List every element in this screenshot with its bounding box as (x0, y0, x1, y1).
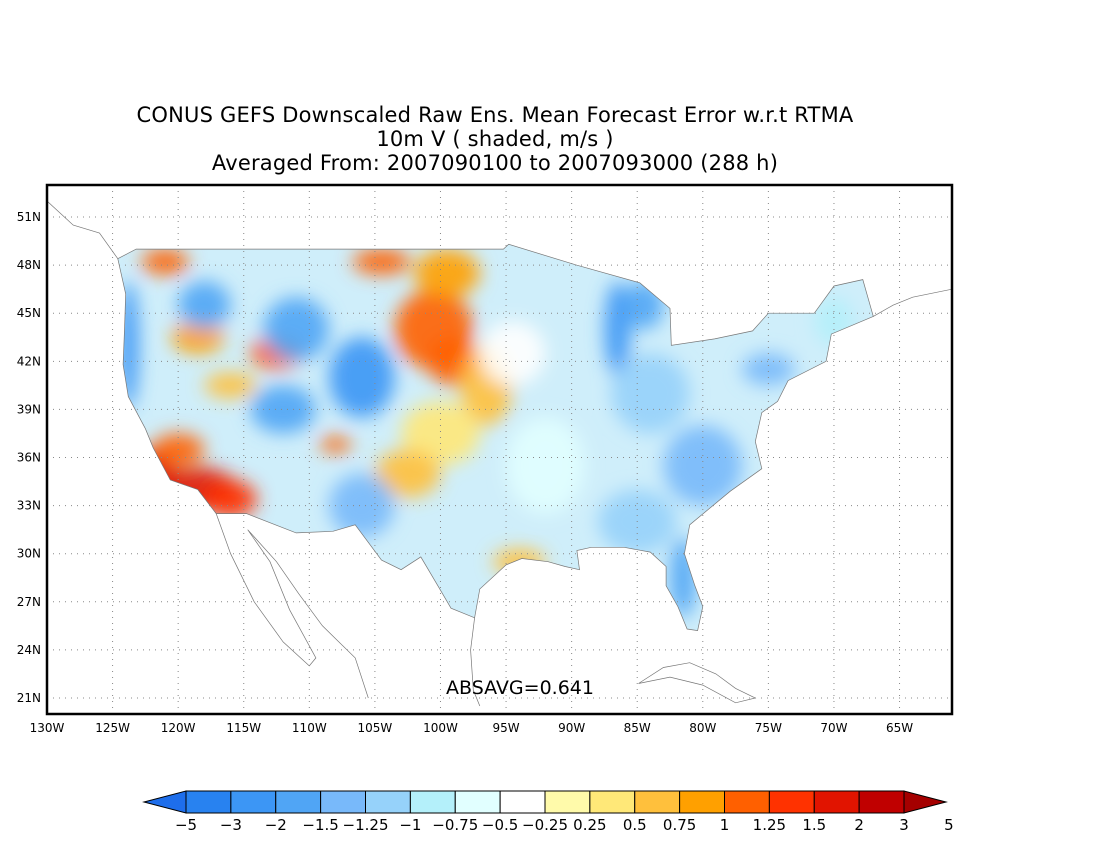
absavg-label: ABSAVG=0.641 (446, 677, 594, 699)
colorbar-swatch (768, 790, 815, 814)
lat-label: 24N (17, 643, 41, 657)
colorbar-tick-label: 2 (854, 816, 864, 834)
field-region (328, 473, 395, 538)
colorbar-tick-label: −1 (399, 816, 421, 834)
colorbar-tick-label: 3 (899, 816, 909, 834)
colorbar-swatch (589, 790, 636, 814)
colorbar-swatch (409, 790, 456, 814)
field-region (479, 321, 546, 386)
lon-label: 70W (820, 721, 847, 735)
colorbar-tick-label: 0.5 (623, 816, 647, 834)
colorbar-lower-arrow (142, 790, 187, 814)
colorbar-tick-label: −0.75 (432, 816, 478, 834)
field-region (742, 353, 795, 386)
field-region (663, 425, 743, 506)
lon-label: 90W (558, 721, 585, 735)
colorbar-upper-arrow (903, 790, 948, 814)
colorbar-swatch (544, 790, 591, 814)
averaging-period-subtitle: Averaged From: 2007090100 to 2007093000 … (211, 151, 779, 175)
colorbar-tick-label: 5 (944, 816, 954, 834)
lon-label: 120W (161, 721, 196, 735)
colorbar-swatch (230, 790, 277, 814)
lon-label: 115W (226, 721, 261, 735)
map-title: CONUS GEFS Downscaled Raw Ens. Mean Fore… (136, 103, 854, 127)
field-region (506, 417, 585, 514)
lat-label: 21N (17, 691, 41, 705)
colorbar-tick-label: 1.5 (802, 816, 826, 834)
field-region (141, 249, 189, 275)
lat-label: 39N (17, 402, 41, 416)
field-region (204, 479, 257, 519)
lon-label: 130W (30, 721, 65, 735)
colorbar-swatch (679, 790, 725, 814)
lon-label: 95W (492, 721, 519, 735)
conus-coastline (117, 243, 874, 631)
colorbar-tick-label: −1.5 (302, 816, 338, 834)
coastlines (47, 200, 952, 707)
colorbar-swatch (499, 790, 546, 814)
lat-label: 45N (17, 306, 41, 320)
field-region (374, 449, 441, 498)
colorbar-swatch (858, 790, 905, 814)
colorbar-swatch (813, 790, 860, 814)
colorbar-tick-label: −0.5 (482, 816, 518, 834)
colorbar-tick-label: 1 (720, 816, 730, 834)
colorbar-tick-label: −5 (175, 816, 197, 834)
lon-label: 75W (755, 721, 782, 735)
colorbar-tick-label: −1.25 (343, 816, 389, 834)
colorbar-swatch (185, 790, 232, 814)
field-region (328, 337, 395, 418)
lon-label: 105W (358, 721, 393, 735)
lat-label: 33N (17, 499, 41, 513)
lat-label: 30N (17, 547, 41, 561)
variable-subtitle: 10m V ( shaded, m/s ) (376, 127, 614, 151)
lat-label: 36N (17, 451, 41, 465)
field-region (263, 297, 329, 362)
colorbar-tick-label: 1.25 (753, 816, 786, 834)
colorbar-tick-label: 0.75 (663, 816, 696, 834)
field-region (610, 353, 690, 434)
field-region (414, 249, 480, 298)
graticule-grid (47, 185, 952, 714)
colorbar-swatch (320, 790, 366, 814)
lat-label: 51N (17, 210, 41, 224)
field-region (604, 281, 631, 378)
lon-label: 85W (624, 721, 651, 735)
map-frame (45, 183, 954, 716)
maritimes-coastline (873, 288, 952, 317)
colorbar-swatch (454, 790, 501, 814)
colorbar-tick-label: 0.25 (573, 816, 606, 834)
colorbar-swatch (634, 790, 681, 814)
cuba-coastline (638, 662, 757, 704)
lon-label: 65W (886, 721, 913, 735)
lon-label: 80W (689, 721, 716, 735)
longitude-labels: 130W 125W 120W 115W 110W 105W 100W 95W 90W 85W 80W… (30, 721, 914, 735)
gulf-coastline (470, 617, 481, 707)
lat-label: 42N (17, 354, 41, 368)
map-plot-area (47, 185, 952, 714)
lon-label: 100W (423, 721, 458, 735)
colorbar-tick-label: −0.25 (522, 816, 568, 834)
field-region (401, 401, 480, 466)
colorbar-swatch (724, 790, 770, 814)
colorbar-swatch (275, 790, 322, 814)
lat-label: 27N (17, 595, 41, 609)
lon-label: 125W (95, 721, 130, 735)
canada-coastline (47, 200, 119, 259)
field-region (250, 385, 316, 434)
colorbar-tick-label: −2 (265, 816, 287, 834)
field-region (178, 281, 231, 330)
colorbar: −5 −3 −2 −1.5 −1.25 −1 −0.75 −0.5 −0.25 0.25 0.5 0.… (142, 790, 954, 834)
field-region (319, 436, 352, 453)
field-region (204, 372, 257, 399)
colorbar-swatch (365, 790, 411, 814)
latitude-labels: 51N 48N 45N 42N 39N 36N 33N 30N 27N 24N 21N (17, 210, 41, 705)
colorbar-tick-label: −3 (220, 816, 242, 834)
field-region (352, 249, 411, 275)
lon-label: 110W (292, 721, 327, 735)
lat-label: 48N (17, 258, 41, 272)
field-region (171, 321, 225, 354)
mexico-coastline (215, 513, 369, 699)
